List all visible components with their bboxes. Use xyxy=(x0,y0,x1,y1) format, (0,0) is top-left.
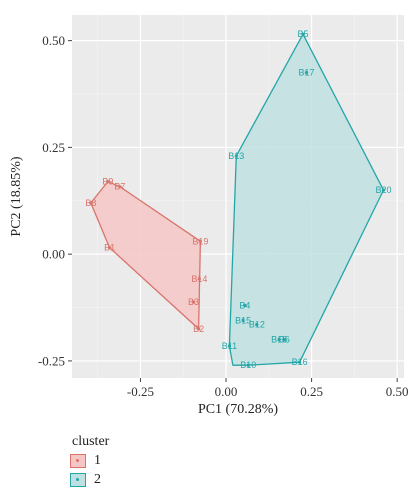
point-label-b10: B10 xyxy=(240,360,256,370)
legend-key-1 xyxy=(70,454,86,468)
data-point-b19 xyxy=(198,239,202,243)
data-point-b1 xyxy=(108,246,112,250)
data-point-b4 xyxy=(243,303,247,307)
data-point-b9 xyxy=(106,179,110,184)
point-label-b16: B16 xyxy=(292,357,308,367)
point-label-b6: B6 xyxy=(279,335,290,345)
point-label-b4: B4 xyxy=(239,300,250,310)
point-label-b7: B7 xyxy=(114,182,125,192)
point-label-b17: B17 xyxy=(298,68,314,78)
point-label-b15: B15 xyxy=(235,315,251,325)
y-tick-label: 0.50 xyxy=(42,33,65,48)
point-label-b2: B2 xyxy=(193,324,204,334)
legend-item-2: 2 xyxy=(70,471,101,489)
point-label-b5: B5 xyxy=(298,29,309,39)
data-point-b11 xyxy=(227,344,232,348)
data-points: B9B7B8B1B19B14B3B2B5B17B13B20B4B15B12B6B… xyxy=(85,29,391,370)
y-tick-label: 0.00 xyxy=(42,247,65,262)
pca-cluster-chart: B9B7B8B1B19B14B3B2B5B17B13B20B4B15B12B6B… xyxy=(9,15,409,417)
y-tick-label: 0.25 xyxy=(42,140,65,155)
data-point-b2 xyxy=(197,327,201,331)
point-label-b9: B9 xyxy=(102,177,113,187)
y-tick-label: -0.25 xyxy=(38,353,65,368)
y-axis-title: PC2 (18.85%) xyxy=(9,156,24,236)
legend-item-1: 1 xyxy=(70,452,101,470)
legend-key-2 xyxy=(70,473,86,487)
y-axis-ticks: -0.25 0.00 0.25 0.50 xyxy=(38,33,72,368)
data-point-b14 xyxy=(197,277,201,281)
data-point-b8 xyxy=(89,201,93,205)
point-label-b19: B19 xyxy=(192,236,208,246)
legend-dot-1 xyxy=(76,459,79,462)
x-tick-label: 0.25 xyxy=(300,384,323,399)
data-point-b16 xyxy=(298,360,302,364)
data-point-b20 xyxy=(381,188,386,192)
point-label-b3: B3 xyxy=(188,297,199,307)
point-label-b8: B8 xyxy=(85,198,96,208)
cluster-2-hull xyxy=(228,33,385,366)
point-label-b12: B12 xyxy=(249,320,265,330)
data-point-b5 xyxy=(301,32,305,36)
data-point-b13 xyxy=(234,154,238,158)
legend-label-2: 2 xyxy=(94,472,101,487)
point-label-b11: B11 xyxy=(222,341,237,351)
legend-dot-2 xyxy=(76,478,79,481)
x-tick-label: 0.00 xyxy=(215,384,238,399)
data-point-b17 xyxy=(304,71,309,75)
x-tick-label: 0.50 xyxy=(386,384,409,399)
legend-label-1: 1 xyxy=(94,453,101,468)
data-point-b3 xyxy=(191,300,196,304)
data-point-b7 xyxy=(118,185,122,189)
data-point-b15 xyxy=(241,318,245,322)
point-label-b18: B18 xyxy=(271,335,287,345)
point-label-b1: B1 xyxy=(104,243,115,253)
point-label-b13: B13 xyxy=(228,151,244,161)
cluster-hulls xyxy=(90,33,385,366)
data-point-b18 xyxy=(277,337,281,342)
data-point-b10 xyxy=(246,363,250,367)
point-label-b20: B20 xyxy=(375,185,391,195)
legend-title: cluster xyxy=(72,434,110,449)
point-label-b14: B14 xyxy=(191,274,207,284)
x-tick-label: -0.25 xyxy=(127,384,154,399)
x-axis-title: PC1 (70.28%) xyxy=(198,402,278,417)
data-point-b12 xyxy=(255,323,259,327)
x-axis-ticks: -0.25 0.00 0.25 0.50 xyxy=(127,378,409,399)
data-point-b6 xyxy=(282,337,286,342)
